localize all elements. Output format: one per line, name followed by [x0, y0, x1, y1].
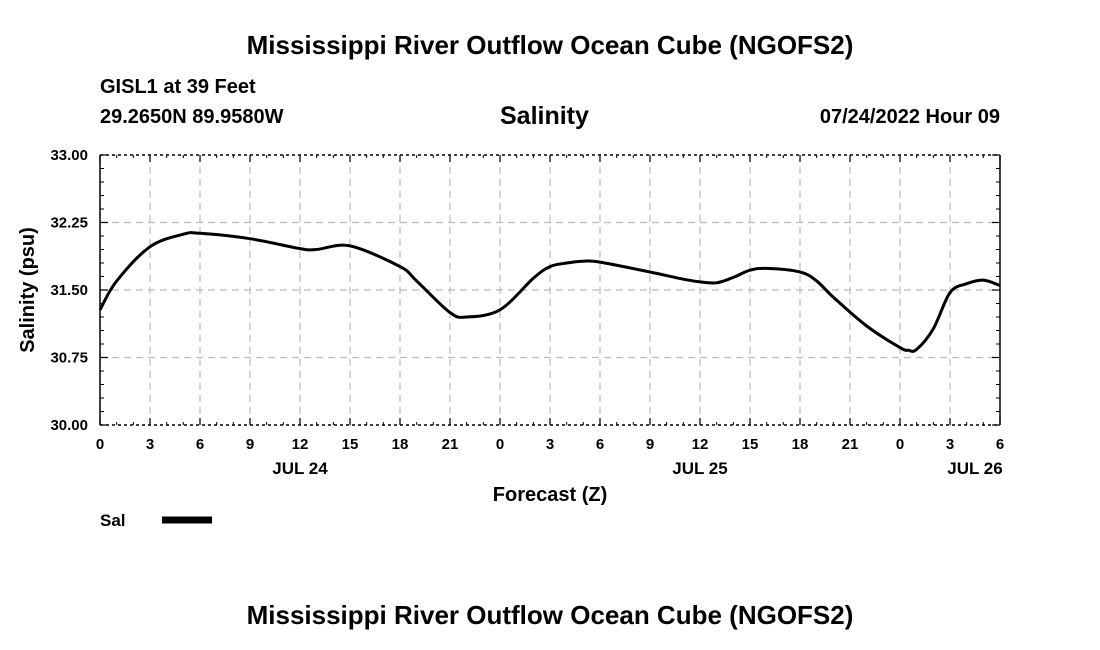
day-label: JUL 25: [672, 459, 727, 478]
station-label: GISL1 at 39 Feet: [100, 76, 256, 98]
x-tick-label: 3: [946, 436, 954, 453]
chart-series: [98, 231, 1001, 353]
footer-title: Mississippi River Outflow Ocean Cube (NG…: [246, 600, 854, 630]
x-tick-label: 15: [742, 436, 759, 453]
x-tick-label: 21: [442, 436, 459, 453]
x-tick-label: 21: [842, 436, 859, 453]
chart-axes: [99, 154, 1001, 426]
day-label: JUL 26: [947, 459, 1002, 478]
x-tick-label: 18: [792, 436, 809, 453]
x-tick-label: 0: [496, 436, 504, 453]
salinity-series-line: [98, 231, 1001, 353]
x-tick-label: 6: [996, 436, 1004, 453]
x-tick-label: 9: [246, 436, 254, 453]
chart-labels: 0 3 6 9 12 15 18 21 0 3 6 9 12 15 18 21 0 3 6 30.00 30.75 31.…: [50, 147, 1004, 478]
day-label: JUL 24: [272, 459, 328, 478]
station-coordinates: 29.2650N 89.9580W: [100, 106, 284, 128]
x-tick-label: 9: [646, 436, 654, 453]
y-tick-label: 33.00: [50, 147, 88, 164]
x-tick-label: 15: [342, 436, 359, 453]
y-tick-label: 32.25: [50, 215, 88, 232]
y-tick-label: 30.00: [50, 417, 88, 434]
y-tick-label: 31.50: [50, 282, 88, 299]
x-tick-label: 3: [546, 436, 554, 453]
chart-title: Mississippi River Outflow Ocean Cube (NG…: [246, 30, 854, 60]
forecast-datetime: 07/24/2022 Hour 09: [819, 106, 1000, 128]
x-tick-label: 12: [692, 436, 709, 453]
chart-grid: [100, 155, 1000, 425]
y-axis-label: Salinity (psu): [17, 227, 39, 353]
x-tick-label: 3: [146, 436, 154, 453]
x-tick-label: 6: [596, 436, 604, 453]
x-axis-label: Forecast (Z): [493, 484, 607, 506]
variable-label: Salinity: [500, 102, 589, 130]
legend-label: Sal: [100, 511, 126, 530]
y-tick-label: 30.75: [50, 350, 88, 367]
x-tick-label: 18: [392, 436, 409, 453]
x-tick-label: 0: [96, 436, 104, 453]
x-tick-label: 0: [896, 436, 904, 453]
x-tick-label: 6: [196, 436, 204, 453]
x-tick-label: 12: [292, 436, 309, 453]
